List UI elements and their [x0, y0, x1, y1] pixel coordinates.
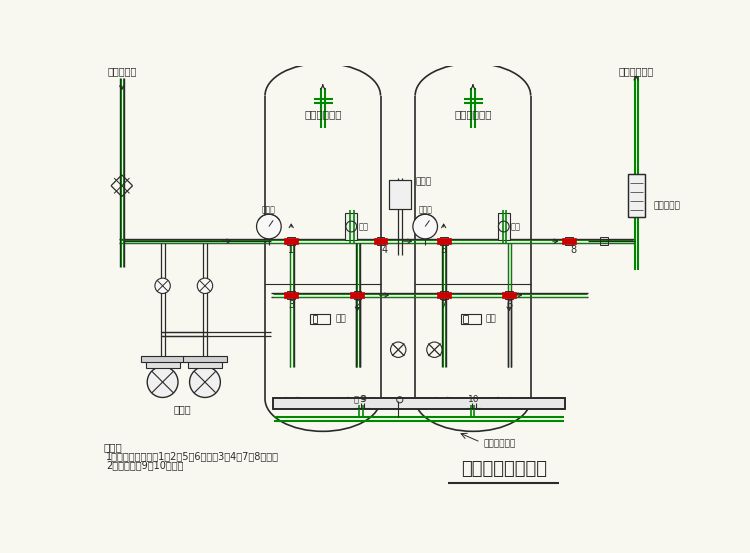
Text: 说明：: 说明：	[104, 442, 122, 452]
Text: 3: 3	[288, 300, 294, 310]
Bar	[313, 315, 317, 323]
Bar	[503, 292, 516, 298]
Text: 来自过滤泵: 来自过滤泵	[107, 66, 136, 76]
Bar	[436, 238, 451, 244]
Text: 9: 9	[359, 394, 365, 404]
Bar	[350, 292, 364, 298]
Text: 4: 4	[381, 246, 388, 255]
Text: 铭牌: 铭牌	[485, 315, 496, 324]
Text: 压力表: 压力表	[262, 205, 276, 214]
Bar	[566, 237, 573, 245]
Bar	[440, 237, 448, 245]
Bar	[146, 361, 179, 368]
Text: 铭 9: 铭 9	[354, 394, 367, 404]
Text: 过滤器过滤示意图: 过滤器过滤示意图	[460, 460, 547, 478]
Bar	[310, 314, 331, 324]
Bar	[287, 237, 295, 245]
Bar	[374, 238, 388, 244]
Bar	[497, 213, 510, 241]
Bar	[389, 180, 411, 209]
Text: 活性炭吸附器: 活性炭吸附器	[454, 109, 492, 119]
Bar	[273, 398, 566, 409]
Bar	[628, 174, 645, 217]
Circle shape	[190, 367, 220, 398]
Text: 压力表: 压力表	[419, 205, 432, 214]
Text: 1: 1	[288, 246, 294, 255]
Bar	[284, 292, 298, 298]
Bar	[460, 314, 481, 324]
Bar	[562, 238, 576, 244]
Text: 5: 5	[440, 246, 447, 255]
Bar	[184, 356, 226, 362]
Bar	[273, 398, 566, 409]
Bar	[345, 213, 358, 241]
Text: 反冲洗空气管: 反冲洗空气管	[484, 439, 516, 448]
Bar	[284, 238, 298, 244]
Bar	[628, 174, 645, 217]
Text: 2: 2	[354, 300, 361, 310]
Bar	[376, 237, 384, 245]
Text: 管式流量计: 管式流量计	[653, 201, 680, 210]
Text: 6: 6	[506, 300, 512, 310]
Bar	[188, 361, 222, 368]
Text: 反冲泵: 反冲泵	[173, 404, 190, 414]
Bar	[463, 315, 467, 323]
Circle shape	[147, 367, 178, 398]
Bar	[440, 291, 448, 299]
Circle shape	[256, 214, 281, 239]
Text: 8: 8	[570, 246, 576, 255]
Circle shape	[155, 278, 170, 294]
Bar	[287, 291, 295, 299]
Text: 石英沙过滤器: 石英沙过滤器	[304, 109, 341, 119]
Bar	[600, 237, 608, 245]
Circle shape	[413, 214, 437, 239]
Text: 1、正常过滤：蝶阀1、2、5、6打开；3、4、7、8关闭。: 1、正常过滤：蝶阀1、2、5、6打开；3、4、7、8关闭。	[106, 451, 280, 461]
Bar	[141, 356, 184, 362]
Bar	[389, 180, 411, 209]
Text: 7: 7	[440, 300, 447, 310]
Text: 视镜: 视镜	[358, 222, 368, 231]
Text: 排气管: 排气管	[416, 178, 431, 186]
Text: 过滤器出水口: 过滤器出水口	[619, 66, 654, 76]
Text: 铭牌: 铭牌	[335, 315, 346, 324]
Text: 10: 10	[468, 394, 479, 404]
Bar	[436, 292, 451, 298]
Bar	[353, 291, 362, 299]
Text: 视镜: 视镜	[511, 222, 521, 231]
Bar	[506, 291, 513, 299]
Circle shape	[197, 278, 213, 294]
Text: 2、进气阀门9、10关闭。: 2、进气阀门9、10关闭。	[106, 461, 184, 471]
